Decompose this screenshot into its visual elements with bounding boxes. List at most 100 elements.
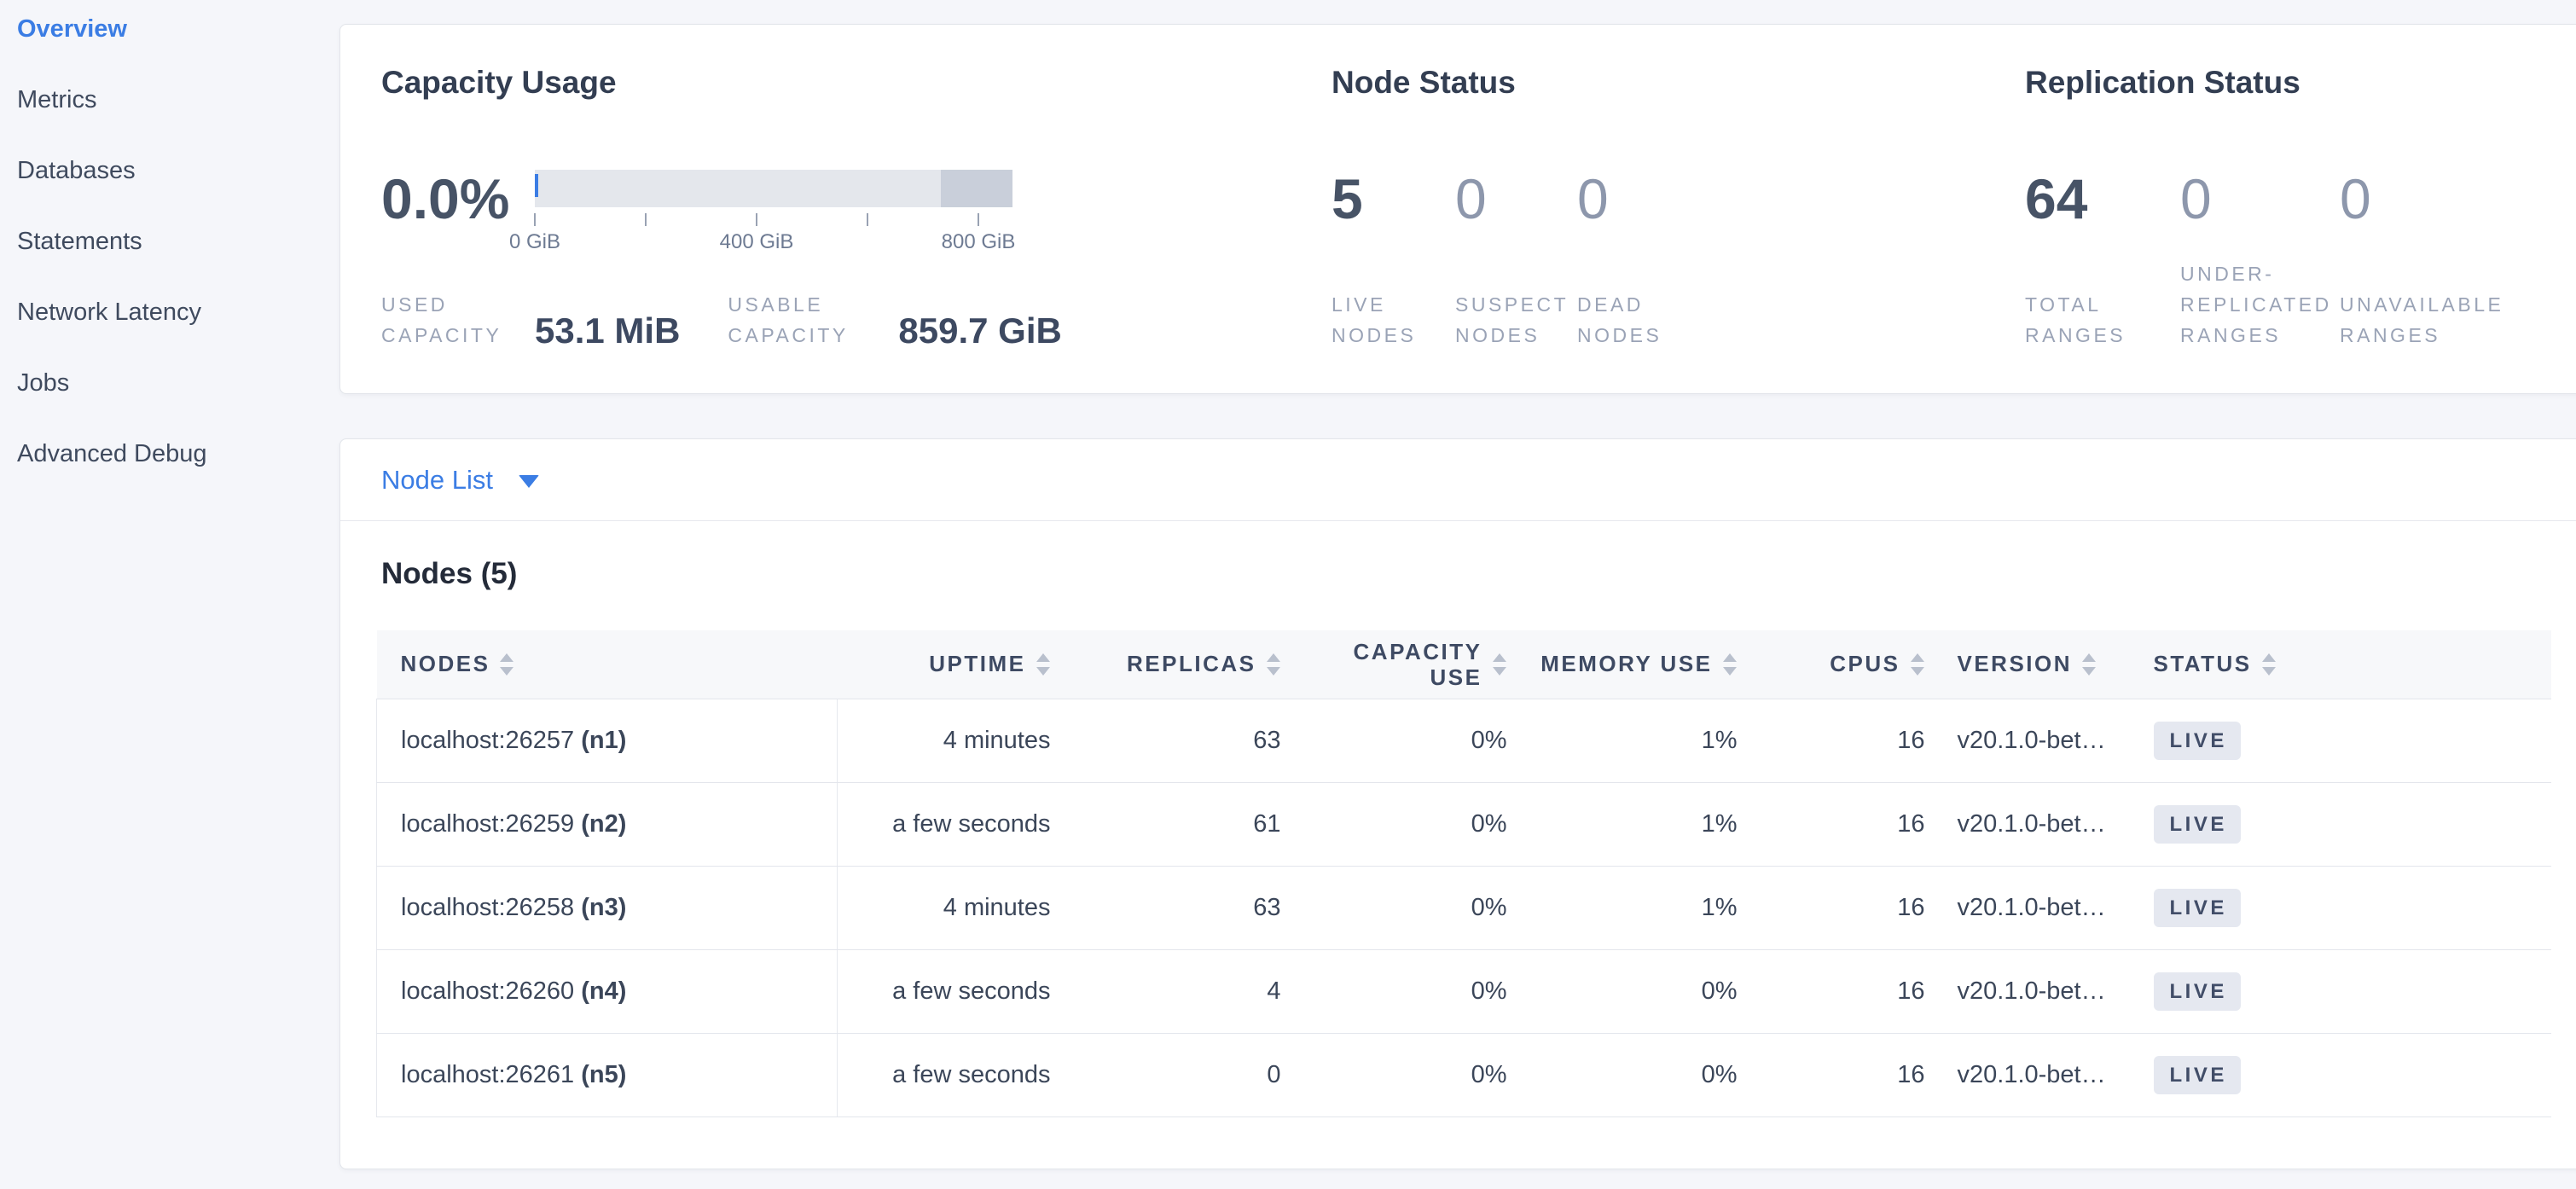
used-capacity-stat: USED CAPACITY 53.1 MiB [381, 289, 680, 351]
node-list-body: Nodes (5) NODES UPTIME [340, 521, 2576, 1117]
sort-icon[interactable] [1722, 651, 1738, 678]
cpus-cell: 16 [1737, 1033, 1925, 1117]
sidebar-item-metrics[interactable]: Metrics [17, 86, 97, 113]
node-address: localhost:26260 [401, 977, 575, 1005]
capacity-use-cell: 0% [1280, 1033, 1507, 1117]
column-label: VERSION [1957, 651, 2073, 677]
column-header-status[interactable]: STATUS [2121, 630, 2309, 699]
uptime-cell: 4 minutes [837, 866, 1051, 950]
under-replicated-ranges-stat: 0 UNDER-REPLICATED RANGES [2180, 166, 2340, 351]
sort-icon[interactable] [1036, 651, 1051, 678]
version-cell: v20.1.0-bet… [1924, 1033, 2121, 1117]
sort-icon[interactable] [500, 651, 514, 678]
node-list-card: Node List Nodes (5) NODES [339, 438, 2576, 1169]
capacity-usage-title: Capacity Usage [381, 65, 617, 100]
uptime-cell: a few seconds [837, 782, 1051, 867]
column-header-nodes[interactable]: NODES [376, 630, 838, 699]
column-label: UPTIME [929, 651, 1026, 677]
capacity-use-cell: 0% [1280, 949, 1507, 1034]
uptime-cell: a few seconds [837, 1033, 1051, 1117]
uptime-cell: a few seconds [837, 949, 1051, 1034]
dead-nodes-value: 0 [1577, 167, 1609, 230]
node-address: localhost:26257 [401, 726, 575, 754]
column-header-memory-use[interactable]: MEMORY USE [1506, 630, 1738, 699]
status-badge: LIVE [2153, 804, 2241, 844]
sidebar-item-network-latency[interactable]: Network Latency [17, 299, 201, 326]
capacity-stats-row: USED CAPACITY 53.1 MiB USABLE CAPACITY 8… [381, 289, 1332, 351]
column-label: MEMORY USE [1540, 651, 1713, 677]
live-nodes-label: LIVE NODES [1332, 293, 1417, 346]
sidebar-item-jobs[interactable]: Jobs [17, 369, 70, 397]
memory-use-cell: 1% [1506, 782, 1738, 867]
version-cell: v20.1.0-bet… [1924, 699, 2121, 783]
live-nodes-stat: 5 LIVE NODES [1332, 166, 1455, 351]
capacity-use-cell: 0% [1280, 782, 1507, 867]
filler-cell [2308, 782, 2551, 867]
usable-capacity-stat: USABLE CAPACITY 859.7 GiB [728, 289, 1061, 351]
nodes-heading: Nodes (5) [381, 557, 518, 590]
column-header-uptime[interactable]: UPTIME [837, 630, 1051, 699]
column-header-capacity-use[interactable]: CAPACITY USE [1280, 630, 1507, 699]
node-list-dropdown[interactable]: Node List [340, 439, 2576, 521]
axis-tick-label: 400 GiB [719, 230, 794, 253]
version-cell: v20.1.0-bet… [1924, 782, 2121, 867]
node-address: localhost:26261 [401, 1060, 575, 1088]
status-badge: LIVE [2153, 888, 2241, 927]
axis-tick [756, 213, 757, 226]
node-status-stats: 5 LIVE NODES 0 SUSPECT NODES 0 DEAD NODE… [1332, 166, 2025, 351]
sort-icon[interactable] [2261, 651, 2277, 678]
status-cell: LIVE [2121, 1033, 2309, 1117]
replicas-cell: 63 [1050, 699, 1281, 783]
version-cell: v20.1.0-bet… [1924, 949, 2121, 1034]
axis-tick [645, 213, 647, 226]
capacity-usage-panel: Capacity Usage 0.0% [381, 62, 1332, 351]
replicas-cell: 63 [1050, 866, 1281, 950]
node-id: (n3) [581, 893, 627, 921]
replicas-cell: 61 [1050, 782, 1281, 867]
sort-icon[interactable] [1910, 651, 1925, 678]
sidebar-item-advanced-debug[interactable]: Advanced Debug [17, 440, 207, 467]
sort-icon[interactable] [1266, 651, 1281, 678]
sidebar-item-databases[interactable]: Databases [17, 157, 136, 184]
node-address-link[interactable]: localhost:26260 (n4) [401, 977, 626, 1005]
memory-use-cell: 0% [1506, 949, 1738, 1034]
sort-icon[interactable] [1492, 651, 1507, 678]
version-cell: v20.1.0-bet… [1924, 866, 2121, 950]
node-address-link[interactable]: localhost:26257 (n1) [401, 727, 626, 754]
node-address-link[interactable]: localhost:26258 (n3) [401, 894, 626, 921]
status-badge: LIVE [2153, 1055, 2241, 1094]
column-header-cpus[interactable]: CPUS [1737, 630, 1925, 699]
axis-tick-label: 800 GiB [941, 230, 1016, 253]
node-address-link[interactable]: localhost:26261 (n5) [401, 1061, 626, 1088]
dead-nodes-label: DEAD NODES [1577, 293, 1662, 346]
unavailable-ranges-label: UNAVAILABLE RANGES [2340, 293, 2504, 346]
memory-use-cell: 0% [1506, 1033, 1738, 1117]
replicas-cell: 4 [1050, 949, 1281, 1034]
node-status-panel: Node Status 5 LIVE NODES 0 SUSPECT NODES… [1332, 62, 2025, 351]
node-id: (n2) [581, 809, 627, 838]
node-address-link[interactable]: localhost:26259 (n2) [401, 810, 626, 838]
table-header-row: NODES UPTIME REPLICAS CAPACITY USE [376, 630, 2551, 699]
cpus-cell: 16 [1737, 782, 1925, 867]
memory-use-cell: 1% [1506, 866, 1738, 950]
node-status-title: Node Status [1332, 65, 1516, 100]
sort-icon[interactable] [2082, 651, 2097, 678]
replicas-cell: 0 [1050, 1033, 1281, 1117]
suspect-nodes-stat: 0 SUSPECT NODES [1455, 166, 1577, 351]
status-badge: LIVE [2153, 721, 2241, 760]
axis-tick [867, 213, 868, 226]
table-row: localhost:26261 (n5) a few seconds 0 0% … [376, 1033, 2551, 1117]
unavailable-ranges-stat: 0 UNAVAILABLE RANGES [2340, 166, 2553, 351]
nodes-table: NODES UPTIME REPLICAS CAPACITY USE [376, 630, 2551, 1117]
under-replicated-ranges-label: UNDER-REPLICATED RANGES [2180, 263, 2332, 346]
replication-status-panel: Replication Status 64 TOTAL RANGES 0 UND… [2025, 62, 2553, 351]
sidebar-item-overview[interactable]: Overview [17, 15, 127, 43]
total-ranges-value: 64 [2025, 167, 2088, 230]
cpus-cell: 16 [1737, 866, 1925, 950]
node-address: localhost:26259 [401, 809, 575, 838]
column-header-replicas[interactable]: REPLICAS [1050, 630, 1281, 699]
sidebar-item-statements[interactable]: Statements [17, 228, 142, 255]
column-header-version[interactable]: VERSION [1924, 630, 2121, 699]
capacity-bar-reserved-segment [941, 170, 1012, 207]
replication-status-title: Replication Status [2025, 65, 2300, 100]
